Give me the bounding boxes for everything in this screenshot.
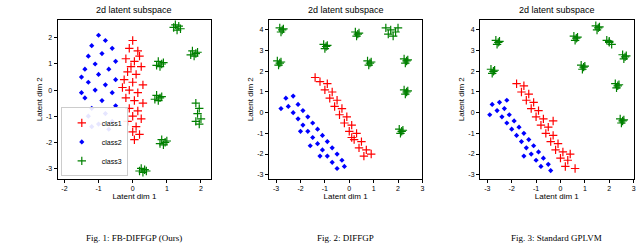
svg-text:-2: -2: [509, 185, 515, 192]
svg-text:-1: -1: [95, 185, 101, 192]
svg-text:-3: -3: [257, 171, 263, 178]
svg-text:-1: -1: [533, 185, 539, 192]
svg-text:Fig. 2: DIFFGP: Fig. 2: DIFFGP: [317, 233, 374, 243]
svg-text:-2: -2: [257, 150, 263, 157]
svg-text:2d latent subspace: 2d latent subspace: [519, 5, 595, 15]
svg-text:Latent dim 1: Latent dim 1: [112, 192, 157, 201]
svg-text:-1: -1: [46, 113, 52, 120]
svg-text:2: 2: [259, 68, 263, 75]
svg-text:-3: -3: [46, 165, 52, 172]
svg-text:0: 0: [48, 87, 52, 94]
svg-text:1: 1: [372, 185, 376, 192]
svg-text:3: 3: [632, 185, 636, 192]
svg-text:-2: -2: [468, 150, 474, 157]
svg-text:0: 0: [471, 109, 475, 116]
svg-text:0: 0: [131, 185, 135, 192]
svg-text:-1: -1: [468, 130, 474, 137]
svg-text:-3: -3: [484, 185, 490, 192]
svg-text:-2: -2: [61, 185, 67, 192]
svg-text:Fig. 3: Standard GPLVM: Fig. 3: Standard GPLVM: [511, 233, 602, 243]
svg-text:Fig. 1: FB-DIFFGP (Ours): Fig. 1: FB-DIFFGP (Ours): [86, 233, 182, 243]
svg-text:3: 3: [420, 185, 424, 192]
svg-text:-1: -1: [322, 185, 328, 192]
svg-text:2: 2: [199, 185, 203, 192]
svg-text:class2: class2: [102, 139, 122, 146]
svg-text:-1: -1: [257, 130, 263, 137]
svg-text:1: 1: [259, 88, 263, 95]
svg-text:-3: -3: [273, 185, 279, 192]
svg-text:1: 1: [471, 88, 475, 95]
svg-text:0: 0: [559, 185, 563, 192]
svg-text:0: 0: [259, 109, 263, 116]
svg-text:0: 0: [347, 185, 351, 192]
svg-text:Latent dim 1: Latent dim 1: [324, 192, 369, 201]
svg-text:4: 4: [471, 26, 475, 33]
svg-text:-2: -2: [297, 185, 303, 192]
svg-text:Latent dim 2: Latent dim 2: [246, 77, 255, 122]
svg-text:3: 3: [471, 47, 475, 54]
svg-text:Latent dim 2: Latent dim 2: [457, 77, 466, 122]
svg-text:1: 1: [48, 60, 52, 67]
svg-text:1: 1: [165, 185, 169, 192]
svg-text:2d latent subspace: 2d latent subspace: [96, 5, 172, 15]
svg-text:2: 2: [471, 68, 475, 75]
svg-text:class3: class3: [102, 158, 122, 165]
svg-text:-3: -3: [468, 171, 474, 178]
svg-text:class1: class1: [102, 120, 122, 127]
svg-text:2: 2: [48, 34, 52, 41]
svg-text:Latent dim 1: Latent dim 1: [535, 192, 580, 201]
svg-text:2d latent subspace: 2d latent subspace: [308, 5, 384, 15]
svg-text:Latent dim 2: Latent dim 2: [35, 77, 44, 122]
svg-text:2: 2: [396, 185, 400, 192]
svg-text:3: 3: [259, 47, 263, 54]
svg-text:4: 4: [259, 26, 263, 33]
svg-text:1: 1: [583, 185, 587, 192]
svg-text:-2: -2: [46, 139, 52, 146]
svg-text:2: 2: [607, 185, 611, 192]
